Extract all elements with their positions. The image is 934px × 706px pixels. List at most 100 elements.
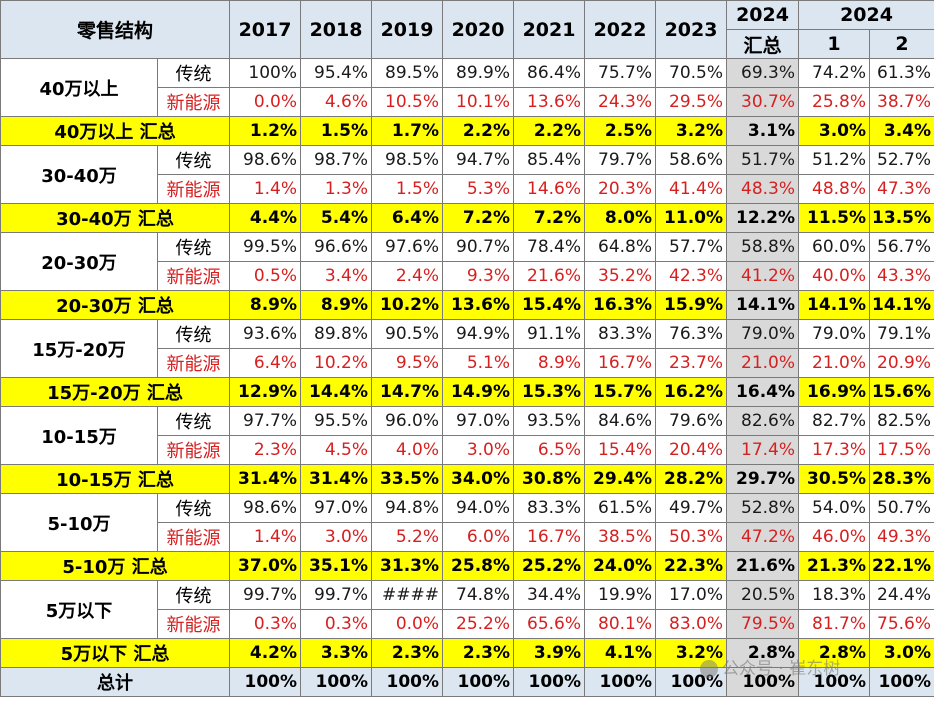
new-energy-share-cell: 10.5% (371, 87, 444, 117)
summary-share-cell: 1.2% (229, 116, 302, 146)
traditional-share-cell: 82.6% (726, 406, 800, 436)
total-share-cell: 100% (584, 667, 657, 697)
new-energy-share-cell: 46.0% (798, 522, 871, 552)
summary-label: 10-15万 汇总 (0, 464, 231, 494)
total-share-cell: 100% (513, 667, 586, 697)
traditional-share-cell: 76.3% (655, 319, 728, 349)
new-energy-share-cell: 16.7% (584, 348, 657, 378)
new-energy-share-cell: 10.2% (300, 348, 373, 378)
new-energy-share-cell: 16.7% (513, 522, 586, 552)
summary-share-cell: 3.1% (726, 116, 800, 146)
traditional-share-cell: 95.4% (300, 58, 373, 88)
traditional-share-cell: 94.9% (442, 319, 515, 349)
traditional-share-cell: 83.3% (513, 493, 586, 523)
new-energy-share-cell: 1.4% (229, 174, 302, 204)
traditional-share-cell: 57.7% (655, 232, 728, 262)
summary-share-cell: 15.3% (513, 377, 586, 407)
new-energy-share-cell: 1.5% (371, 174, 444, 204)
traditional-share-cell: 97.7% (229, 406, 302, 436)
summary-label: 40万以上 汇总 (0, 116, 231, 146)
summary-share-cell: 11.0% (655, 203, 728, 233)
new-energy-share-cell: 6.0% (442, 522, 515, 552)
summary-share-cell: 28.3% (869, 464, 934, 494)
summary-share-cell: 3.4% (869, 116, 934, 146)
new-energy-share-cell: 75.6% (869, 609, 934, 639)
new-energy-share-cell: 48.3% (726, 174, 800, 204)
traditional-share-cell: 79.0% (726, 319, 800, 349)
year-header: 2022 (584, 0, 657, 59)
new-energy-share-cell: 20.9% (869, 348, 934, 378)
summary-label: 15万-20万 汇总 (0, 377, 231, 407)
summary-share-cell: 22.3% (655, 551, 728, 581)
traditional-share-cell: 34.4% (513, 580, 586, 610)
new-energy-share-cell: 4.5% (300, 435, 373, 465)
traditional-share-cell: 74.8% (442, 580, 515, 610)
new-energy-share-cell: 29.5% (655, 87, 728, 117)
traditional-share-cell: 19.9% (584, 580, 657, 610)
traditional-share-cell: 97.0% (442, 406, 515, 436)
traditional-share-cell: 79.1% (869, 319, 934, 349)
traditional-share-cell: 52.7% (869, 145, 934, 175)
new-energy-share-cell: 21.0% (798, 348, 871, 378)
ytd-year-header: 2024 (726, 0, 800, 30)
table-row-summary: 10-15万 汇总 31.4% 31.4% 33.5% 34.0% 30.8% 29.4% 2… (0, 464, 934, 494)
new-energy-share-cell: 4.6% (300, 87, 373, 117)
traditional-label: 传统 (156, 145, 231, 175)
new-energy-share-cell: 41.4% (655, 174, 728, 204)
new-energy-share-cell: 49.3% (869, 522, 934, 552)
traditional-share-cell: 17.0% (655, 580, 728, 610)
traditional-share-cell: 79.6% (655, 406, 728, 436)
traditional-share-cell: 20.5% (726, 580, 800, 610)
traditional-share-cell: 98.6% (229, 145, 302, 175)
table-body: 40万以上 传统 100% 95.4% 89.5% 89.9% 86.4% 75.7% 70.5… (0, 58, 934, 697)
summary-share-cell: 12.9% (229, 377, 302, 407)
summary-share-cell: 2.5% (584, 116, 657, 146)
new-energy-share-cell: 81.7% (798, 609, 871, 639)
table-row-summary: 5万以下 汇总 4.2% 3.3% 2.3% 2.3% 3.9% 4.1% 3.2% 2.8% 2… (0, 638, 934, 668)
summary-share-cell: 30.8% (513, 464, 586, 494)
table-row-new-energy: 新能源 1.4% 1.3% 1.5% 5.3% 14.6% 20.3% 41.4% 48.3% 4… (1, 174, 934, 204)
month-header: 2 (869, 29, 934, 59)
total-share-cell: 100% (655, 667, 728, 697)
summary-label: 30-40万 汇总 (0, 203, 231, 233)
traditional-share-cell: 97.6% (371, 232, 444, 262)
summary-share-cell: 10.2% (371, 290, 444, 320)
new-energy-share-cell: 24.3% (584, 87, 657, 117)
summary-share-cell: 8.9% (300, 290, 373, 320)
traditional-share-cell: 94.0% (442, 493, 515, 523)
new-energy-share-cell: 8.9% (513, 348, 586, 378)
traditional-share-cell: 89.9% (442, 58, 515, 88)
new-energy-share-cell: 0.0% (229, 87, 302, 117)
table-row-traditional: 30-40万 传统 98.6% 98.7% 98.5% 94.7% 85.4% 79.7% 58… (0, 145, 934, 204)
traditional-share-cell: 93.6% (229, 319, 302, 349)
traditional-share-cell: 52.8% (726, 493, 800, 523)
new-energy-share-cell: 15.4% (584, 435, 657, 465)
traditional-share-cell: 95.5% (300, 406, 373, 436)
monthly-year-header: 2024 (798, 0, 934, 30)
new-energy-share-cell: 23.7% (655, 348, 728, 378)
summary-share-cell: 21.6% (726, 551, 800, 581)
new-energy-share-cell: 20.4% (655, 435, 728, 465)
total-label: 总计 (0, 667, 231, 697)
summary-share-cell: 1.5% (300, 116, 373, 146)
traditional-share-cell: 61.5% (584, 493, 657, 523)
summary-share-cell: 31.4% (229, 464, 302, 494)
traditional-share-cell: 94.7% (442, 145, 515, 175)
traditional-share-cell: 18.3% (798, 580, 871, 610)
summary-label: 5-10万 汇总 (0, 551, 231, 581)
traditional-share-cell: 50.7% (869, 493, 934, 523)
summary-share-cell: 16.9% (798, 377, 871, 407)
new-energy-label: 新能源 (156, 522, 231, 552)
summary-share-cell: 2.8% (726, 638, 800, 668)
new-energy-share-cell: 38.5% (584, 522, 657, 552)
summary-share-cell: 24.0% (584, 551, 657, 581)
summary-share-cell: 2.2% (442, 116, 515, 146)
traditional-share-cell: 84.6% (584, 406, 657, 436)
summary-share-cell: 16.2% (655, 377, 728, 407)
table-row-summary: 30-40万 汇总 4.4% 5.4% 6.4% 7.2% 7.2% 8.0% 11.0% 12… (0, 203, 934, 233)
table-row-new-energy: 新能源 1.4% 3.0% 5.2% 6.0% 16.7% 38.5% 50.3% 47.2% 4… (1, 522, 934, 552)
table-row-total: 总计 100% 100% 100% 100% 100% 100% 100% 100% 100% 10… (0, 667, 934, 697)
traditional-label: 传统 (156, 580, 231, 610)
new-energy-label: 新能源 (156, 87, 231, 117)
summary-share-cell: 8.0% (584, 203, 657, 233)
